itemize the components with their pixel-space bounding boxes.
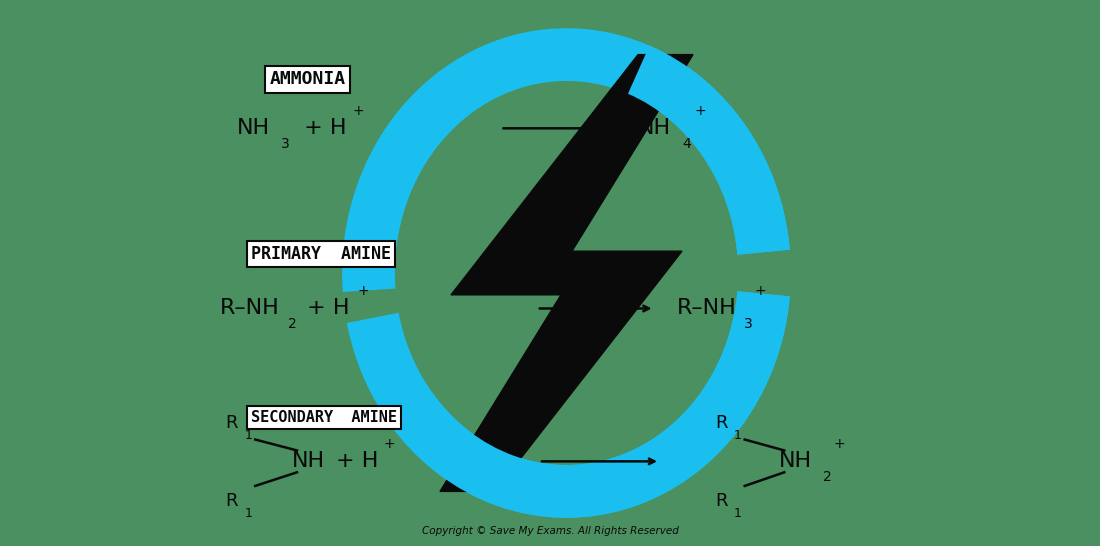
Text: Copyright © Save My Exams. All Rights Reserved: Copyright © Save My Exams. All Rights Re…: [421, 526, 679, 536]
Text: 2: 2: [288, 317, 297, 331]
Polygon shape: [440, 55, 693, 491]
Polygon shape: [379, 365, 415, 380]
Text: +: +: [834, 437, 846, 451]
Text: R–NH: R–NH: [220, 299, 279, 318]
Text: R–NH: R–NH: [676, 299, 736, 318]
Text: +: +: [384, 437, 396, 451]
Polygon shape: [736, 214, 774, 228]
Text: 1: 1: [734, 429, 741, 442]
Text: +: +: [755, 284, 767, 298]
Text: 2: 2: [823, 470, 832, 484]
Text: 3: 3: [744, 317, 752, 331]
Text: NH: NH: [292, 452, 324, 471]
Text: 1: 1: [244, 507, 252, 520]
Text: R: R: [226, 414, 238, 432]
Text: 3: 3: [280, 136, 289, 151]
Text: NH: NH: [779, 452, 812, 471]
Text: SECONDARY  AMINE: SECONDARY AMINE: [251, 410, 397, 425]
Text: NH: NH: [236, 118, 270, 138]
Text: +: +: [358, 284, 370, 298]
Text: +: +: [694, 104, 706, 118]
Text: R: R: [226, 492, 238, 510]
Text: +: +: [352, 104, 364, 118]
Text: 1: 1: [244, 429, 252, 442]
Text: PRIMARY  AMINE: PRIMARY AMINE: [251, 245, 390, 263]
Text: 4: 4: [682, 136, 691, 151]
Text: + H: + H: [336, 452, 378, 471]
Text: 1: 1: [734, 507, 741, 520]
Text: + H: + H: [300, 299, 350, 318]
Text: NH: NH: [638, 118, 671, 138]
Text: R: R: [715, 414, 727, 432]
Text: AMMONIA: AMMONIA: [270, 70, 345, 88]
Text: R: R: [715, 492, 727, 510]
Text: + H: + H: [297, 118, 346, 138]
